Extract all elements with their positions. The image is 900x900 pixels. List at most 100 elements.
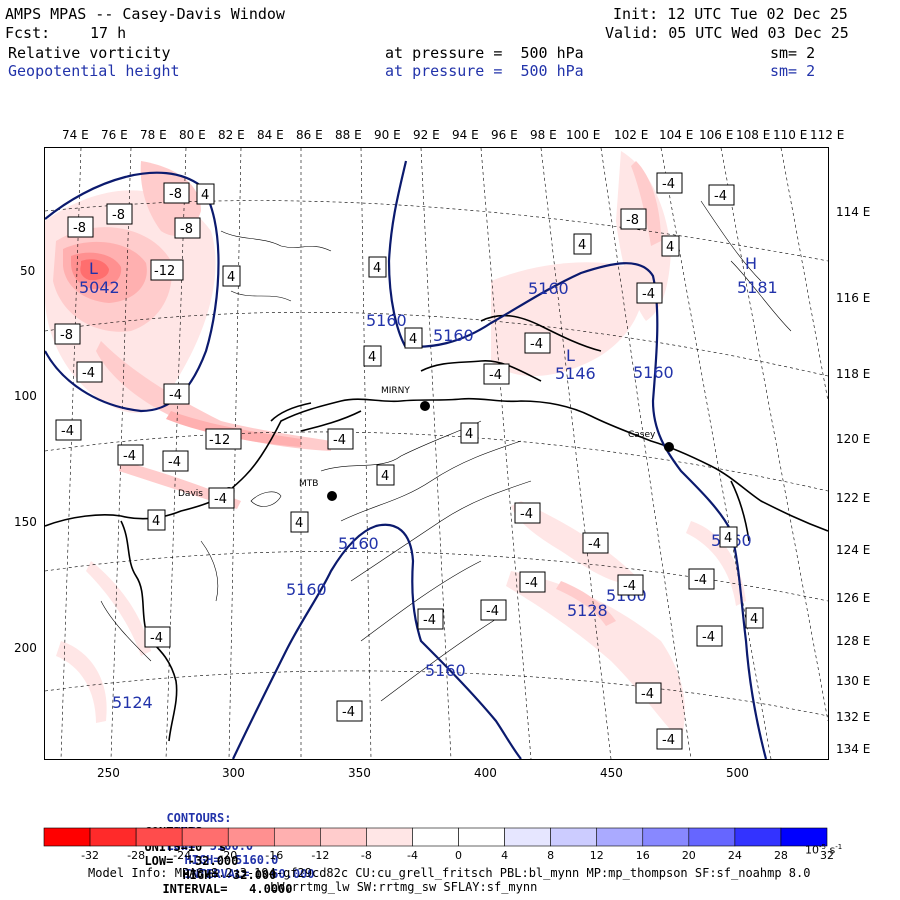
vort-label-box: 4 [290, 511, 309, 533]
svg-text:-4: -4 [714, 189, 727, 204]
vort-label-box: -4 [162, 450, 189, 472]
colorbar: -32 -28 -24 -20 -16 -12 -8 -4 0 4 8 12 16 20 24 28 32 [43, 827, 834, 862]
colorbar-tick-label: 24 [728, 849, 742, 862]
vort-label-box: 4 [719, 526, 738, 548]
contour-low: LOW= -32.000 [144, 854, 239, 868]
colorbar-swatch [273, 827, 321, 847]
svg-text:-4: -4 [333, 433, 346, 448]
svg-text:-12: -12 [209, 433, 230, 448]
station-davis: Davis [178, 489, 203, 499]
svg-text:-4: -4 [530, 337, 543, 352]
vort-label-box: -8 [54, 323, 81, 345]
colorbar-tick-label: 28 [774, 849, 788, 862]
station-labels: MIRNY Casey Davis MTB [178, 386, 656, 499]
colorbar-swatch [366, 827, 413, 847]
svg-text:-4: -4 [525, 576, 538, 591]
svg-text:4: 4 [409, 332, 417, 347]
model-info-line1: Model Info: MPASv8.2.3-194-gf29cd82c CU:… [88, 866, 811, 880]
svg-text:4: 4 [381, 469, 389, 484]
vort-label-box: -4 [117, 444, 144, 466]
svg-text:-8: -8 [73, 221, 86, 236]
colorbar-swatch [780, 827, 828, 847]
lon-label: 120 E [836, 432, 871, 446]
vort-label-box: -12 [205, 428, 242, 450]
field2-name: Geopotential height [8, 62, 180, 80]
forecast-hour: 17 h [90, 24, 127, 42]
svg-text:-4: -4 [623, 579, 636, 594]
field1-smoothing: sm= 2 [770, 44, 816, 62]
colorbar-tick-label: 8 [547, 849, 554, 862]
lon-label: 112 E [810, 128, 845, 142]
vort-label-box: 4 [368, 256, 387, 278]
colorbar-swatch [688, 827, 736, 847]
vort-label-box: -4 [617, 574, 644, 596]
colorbar-tick-label: -24 [173, 849, 191, 862]
lon-label: 84 E [257, 128, 284, 142]
svg-text:4: 4 [373, 261, 381, 276]
lon-label: 110 E [773, 128, 808, 142]
lon-label: 106 E [699, 128, 734, 142]
vort-label-box: 4 [222, 265, 241, 287]
lon-label: 128 E [836, 634, 871, 648]
svg-text:-4: -4 [123, 449, 136, 464]
vort-label-box: -8 [106, 203, 133, 225]
vort-label-box: -4 [696, 625, 723, 647]
lon-label: 88 E [335, 128, 362, 142]
station-mirny: MIRNY [381, 386, 410, 396]
colorbar-swatch [412, 827, 459, 847]
lon-label: 116 E [836, 291, 871, 305]
svg-text:-4: -4 [520, 507, 533, 522]
colorbar-swatch [642, 827, 690, 847]
vort-label-box: -4 [656, 172, 683, 194]
colorbar-swatch [734, 827, 782, 847]
colorbar-tick-label: -16 [265, 849, 283, 862]
vort-label-box: 4 [661, 235, 680, 257]
svg-text:4: 4 [465, 427, 473, 442]
colorbar-tick-label: -8 [361, 849, 372, 862]
forecast-label: Fcst: [5, 24, 51, 42]
y-tick-label: 50 [20, 264, 36, 278]
vort-label-box: -4 [688, 568, 715, 590]
svg-text:4: 4 [666, 240, 674, 255]
colorbar-tick-labels: -32 -28 -24 -20 -16 -12 -8 -4 0 4 8 12 16 20 24 28 32 [81, 849, 834, 862]
vort-label-box: -4 [656, 728, 683, 750]
contour-label: CONTOURS: [166, 811, 232, 825]
lon-label: 102 E [614, 128, 649, 142]
colorbar-tick-label: -28 [127, 849, 145, 862]
lon-label: 82 E [218, 128, 245, 142]
vort-label-box: -8 [174, 217, 201, 239]
svg-text:-12: -12 [154, 264, 175, 279]
colorbar-swatch [596, 827, 644, 847]
height-label: 5160 [528, 279, 569, 298]
height-label: 5181 [737, 278, 778, 297]
vort-label-box: -4 [417, 608, 444, 630]
vorticity-shading [45, 151, 746, 741]
vort-label-box: 4 [460, 422, 479, 444]
vort-label-box: -4 [327, 428, 354, 450]
colorbar-tick-label: 16 [636, 849, 650, 862]
colorbar-tick-label: 12 [590, 849, 604, 862]
vort-label-box: 4 [376, 464, 395, 486]
svg-text:-4: -4 [489, 368, 502, 383]
lon-label: 98 E [530, 128, 557, 142]
colorbar-tick-label: -12 [311, 849, 329, 862]
vort-label-box: -4 [582, 532, 609, 554]
svg-text:-4: -4 [150, 631, 163, 646]
map-panel[interactable]: MIRNY Casey Davis MTB L L H 5160 5160 51… [44, 147, 829, 760]
lon-label: 100 E [566, 128, 601, 142]
height-label: 5160 [286, 580, 327, 599]
svg-text:-8: -8 [180, 222, 193, 237]
svg-text:-4: -4 [61, 424, 74, 439]
vort-label-box: -4 [480, 599, 507, 621]
svg-text:4: 4 [724, 531, 732, 546]
svg-text:-4: -4 [662, 177, 675, 192]
height-label: 5146 [555, 364, 596, 383]
vort-label-box: -4 [336, 700, 363, 722]
height-label: 5160 [433, 326, 474, 345]
svg-text:4: 4 [227, 270, 235, 285]
svg-text:-4: -4 [486, 604, 499, 619]
svg-text:-4: -4 [214, 492, 227, 507]
x-tick-label: 350 [348, 766, 371, 780]
svg-text:-4: -4 [588, 537, 601, 552]
vort-label-box: 4 [363, 345, 382, 367]
